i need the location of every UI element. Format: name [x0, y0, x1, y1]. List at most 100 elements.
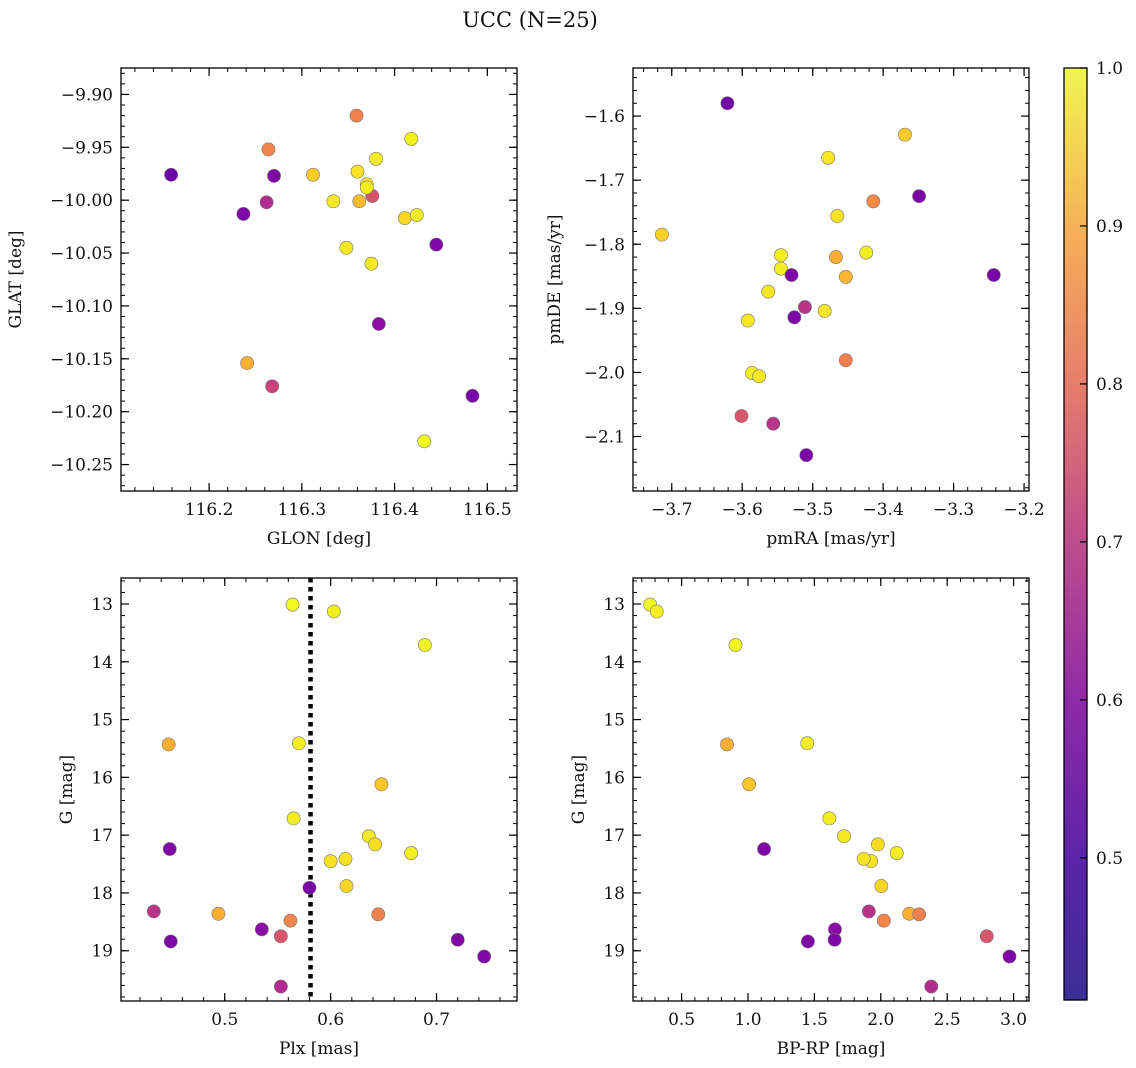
colorbar-gradient	[1064, 68, 1087, 1000]
axes-frame	[120, 67, 518, 492]
data-point	[369, 152, 383, 166]
y-tick-label: −2.1	[584, 428, 625, 448]
data-point	[856, 851, 871, 866]
x-tick-label: −3.6	[722, 500, 763, 520]
data-point	[286, 811, 301, 826]
colorbar-tick-label: 0.8	[1096, 375, 1123, 395]
subplot-2: −3.7 −3.6 −3.5 −3.4 −3.3 −3.2 −1.6 −1.7 −1.8 −1.9…	[545, 67, 1045, 549]
y-tick-label: −1.7	[584, 171, 625, 191]
data-point	[837, 829, 851, 844]
data-point	[838, 353, 853, 368]
data-point	[859, 245, 874, 260]
x-tick-label: 116.3	[278, 500, 327, 520]
data-point	[368, 837, 383, 852]
x-axis-label: GLON [deg]	[267, 529, 371, 549]
data-point	[417, 638, 432, 652]
panels-group: 116.2 116.3 116.4 116.5 −9.90 −9.95 −10.00 −10.…	[6, 67, 1045, 1059]
y-tick-label: −10.15	[50, 350, 113, 370]
y-tick-label: 19	[603, 942, 625, 962]
data-point	[285, 597, 300, 612]
data-point	[417, 434, 432, 449]
x-tick-label: 116.5	[463, 500, 512, 520]
y-tick-label: 13	[91, 595, 113, 615]
y-tick-label: 16	[91, 768, 113, 788]
data-point	[273, 979, 288, 994]
data-point	[267, 168, 281, 183]
data-point	[161, 737, 176, 752]
data-point	[742, 777, 756, 792]
x-tick-label: −3.2	[1003, 500, 1044, 520]
data-point	[162, 842, 177, 856]
x-tick-label: 2.5	[934, 1010, 961, 1030]
y-tick-label: −9.95	[61, 138, 113, 158]
data-point	[720, 96, 735, 111]
data-point	[799, 448, 814, 463]
data-point	[817, 304, 832, 318]
y-tick-label: −2.0	[584, 363, 625, 383]
data-point	[861, 904, 876, 919]
data-point	[800, 934, 815, 949]
colorbar: 0.5 0.6 0.7 0.8 0.9 1.0	[1063, 59, 1123, 1001]
data-point	[350, 164, 365, 179]
data-point	[302, 880, 317, 895]
x-tick-label: 0.5	[211, 1010, 238, 1030]
data-point	[1002, 949, 1017, 964]
y-axis-label: G [mag]	[57, 755, 77, 824]
y-tick-label: −9.90	[61, 85, 113, 105]
data-point	[273, 929, 288, 944]
data-point	[465, 388, 480, 403]
data-point	[874, 879, 889, 893]
data-point	[236, 207, 251, 221]
x-tick-label: 1.5	[801, 1010, 828, 1030]
y-tick-label: −1.9	[584, 299, 625, 319]
data-point	[830, 209, 845, 223]
axes-frame	[632, 67, 1030, 492]
data-point	[757, 842, 771, 856]
data-point	[371, 907, 386, 922]
data-point	[352, 194, 367, 209]
data-point	[146, 904, 161, 919]
data-point	[876, 913, 891, 928]
y-axis-label: G [mag]	[569, 755, 589, 824]
subplot-1: 116.2 116.3 116.4 116.5 −9.90 −9.95 −10.00 −10.…	[6, 67, 518, 549]
data-point	[349, 108, 364, 123]
data-point	[404, 846, 419, 860]
x-tick-label: 0.5	[668, 1010, 695, 1030]
data-point	[654, 227, 669, 242]
data-point	[323, 854, 338, 869]
y-tick-label: 18	[603, 884, 625, 904]
data-point	[240, 356, 255, 370]
colorbar-tick-label: 0.5	[1096, 849, 1123, 869]
data-point	[766, 416, 781, 431]
y-tick-label: 17	[91, 826, 113, 846]
data-point	[798, 300, 812, 314]
subplot-4: 0.5 1.0 1.5 2.0 2.5 3.0 13 14 15 16 17 18 19 BP-RP [m…	[569, 577, 1030, 1059]
data-point	[254, 922, 269, 937]
data-point	[306, 167, 320, 182]
y-axis-label: GLAT [deg]	[6, 230, 26, 328]
colorbar-frame	[1063, 67, 1088, 1001]
subplot-3: 0.5 0.6 0.7 13 14 15 16 17 18 19 Plx [mas] G [mag]	[57, 577, 518, 1059]
x-tick-label: −3.5	[792, 500, 833, 520]
data-point	[784, 268, 799, 282]
axes-frame	[120, 577, 518, 1002]
colorbar-tick-label: 0.9	[1096, 217, 1123, 237]
x-axis-label: BP-RP [mag]	[777, 1039, 886, 1059]
x-tick-label: 3.0	[1000, 1010, 1027, 1030]
data-point	[734, 409, 749, 423]
data-point	[752, 369, 767, 384]
colorbar-tick-label: 1.0	[1096, 59, 1123, 79]
data-point	[338, 851, 353, 866]
data-point	[429, 237, 444, 252]
y-tick-label: 14	[91, 653, 113, 673]
x-tick-label: 116.2	[185, 500, 234, 520]
data-point	[889, 846, 904, 860]
data-point	[979, 929, 994, 944]
data-point	[163, 934, 178, 949]
data-point	[924, 979, 939, 994]
y-tick-label: 13	[603, 595, 625, 615]
y-tick-label: −10.20	[50, 403, 113, 423]
data-point	[326, 604, 341, 619]
y-tick-label: −1.8	[584, 235, 625, 255]
y-tick-label: −1.6	[584, 107, 625, 127]
